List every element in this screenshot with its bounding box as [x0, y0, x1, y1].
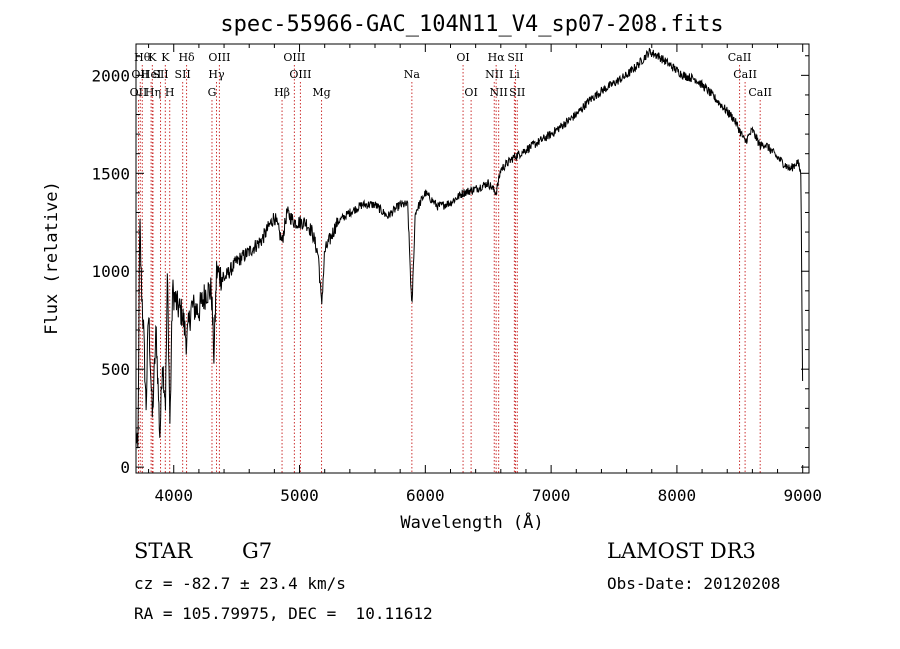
spectral-line-label: CaII [728, 51, 752, 64]
x-axis-label: Wavelength (Å) [400, 511, 543, 533]
y-tick-label: 0 [120, 458, 130, 477]
y-axis-label: Flux (relative) [42, 181, 62, 335]
spectrum-trace-group [135, 47, 804, 449]
spectral-line-label: Hβ [274, 86, 290, 99]
ra-dec-coordinates: RA = 105.79975, DEC = 10.11612 [134, 604, 433, 623]
x-tick-label: 8000 [658, 486, 697, 505]
spectral-line-label: Li [509, 68, 520, 81]
x-tick-label: 6000 [406, 486, 445, 505]
spectral-line-label: CaII [748, 86, 772, 99]
spectral-line-label: Hη [145, 86, 161, 99]
survey-name: LAMOST DR3 [607, 539, 756, 563]
x-tick-label: 5000 [280, 486, 319, 505]
spectral-line-label: OIII [289, 68, 311, 81]
object-subclass: G7 [242, 539, 273, 563]
y-tick-label: 2000 [91, 66, 130, 85]
x-tick-label: 7000 [532, 486, 571, 505]
spectral-line-label: OIII [283, 51, 305, 64]
spectral-line-label: Hα [488, 51, 506, 64]
spectrum-trace [135, 47, 804, 449]
y-tick-label: 1500 [91, 164, 130, 183]
y-tick-label: 500 [101, 360, 130, 379]
chart-title: spec-55966-GAC_104N11_V4_sp07-208.fits [220, 12, 723, 37]
spectral-line-label: Mg [312, 86, 330, 99]
x-axis-ticks: 4000 5000 6000 7000 8000 9000 [148, 44, 822, 505]
spectral-line-label: G [208, 86, 217, 99]
spectral-line-label: OII [130, 86, 148, 99]
spectral-line-label: Hθ [134, 51, 151, 64]
spectral-line-label: OI [464, 86, 477, 99]
spectral-line-label: OI [456, 51, 469, 64]
plot-frame [135, 43, 810, 474]
spectral-line-label: CaII [733, 68, 757, 81]
spectral-line-label: SII [509, 86, 525, 99]
spectral-line-label: Hδ [178, 51, 195, 64]
spectral-line-label: OIII [208, 51, 230, 64]
spectral-line-label: Na [404, 68, 421, 81]
redshift-velocity: cz = -82.7 ± 23.4 km/s [134, 574, 346, 593]
spectral-line-label: K [148, 51, 157, 64]
spectral-line-label: SII [152, 68, 168, 81]
observation-date: Obs-Date: 20120208 [607, 574, 781, 593]
y-tick-label: 1000 [91, 262, 130, 281]
spectral-line-label: SII [175, 68, 191, 81]
object-class: STAR [134, 539, 193, 563]
spectral-line-label: SII [507, 51, 523, 64]
spectral-line-label: Hγ [208, 68, 225, 81]
x-tick-label: 9000 [783, 486, 822, 505]
spectral-line-label: H [165, 86, 175, 99]
spectral-line-label: HeI [141, 68, 161, 81]
x-tick-label: 4000 [154, 486, 193, 505]
spectral-line-label: K [161, 51, 170, 64]
spectral-line-label: NII [490, 86, 508, 99]
y-axis-ticks: 0 500 1000 1500 2000 [91, 55, 809, 477]
spectral-line-label: NII [485, 68, 503, 81]
